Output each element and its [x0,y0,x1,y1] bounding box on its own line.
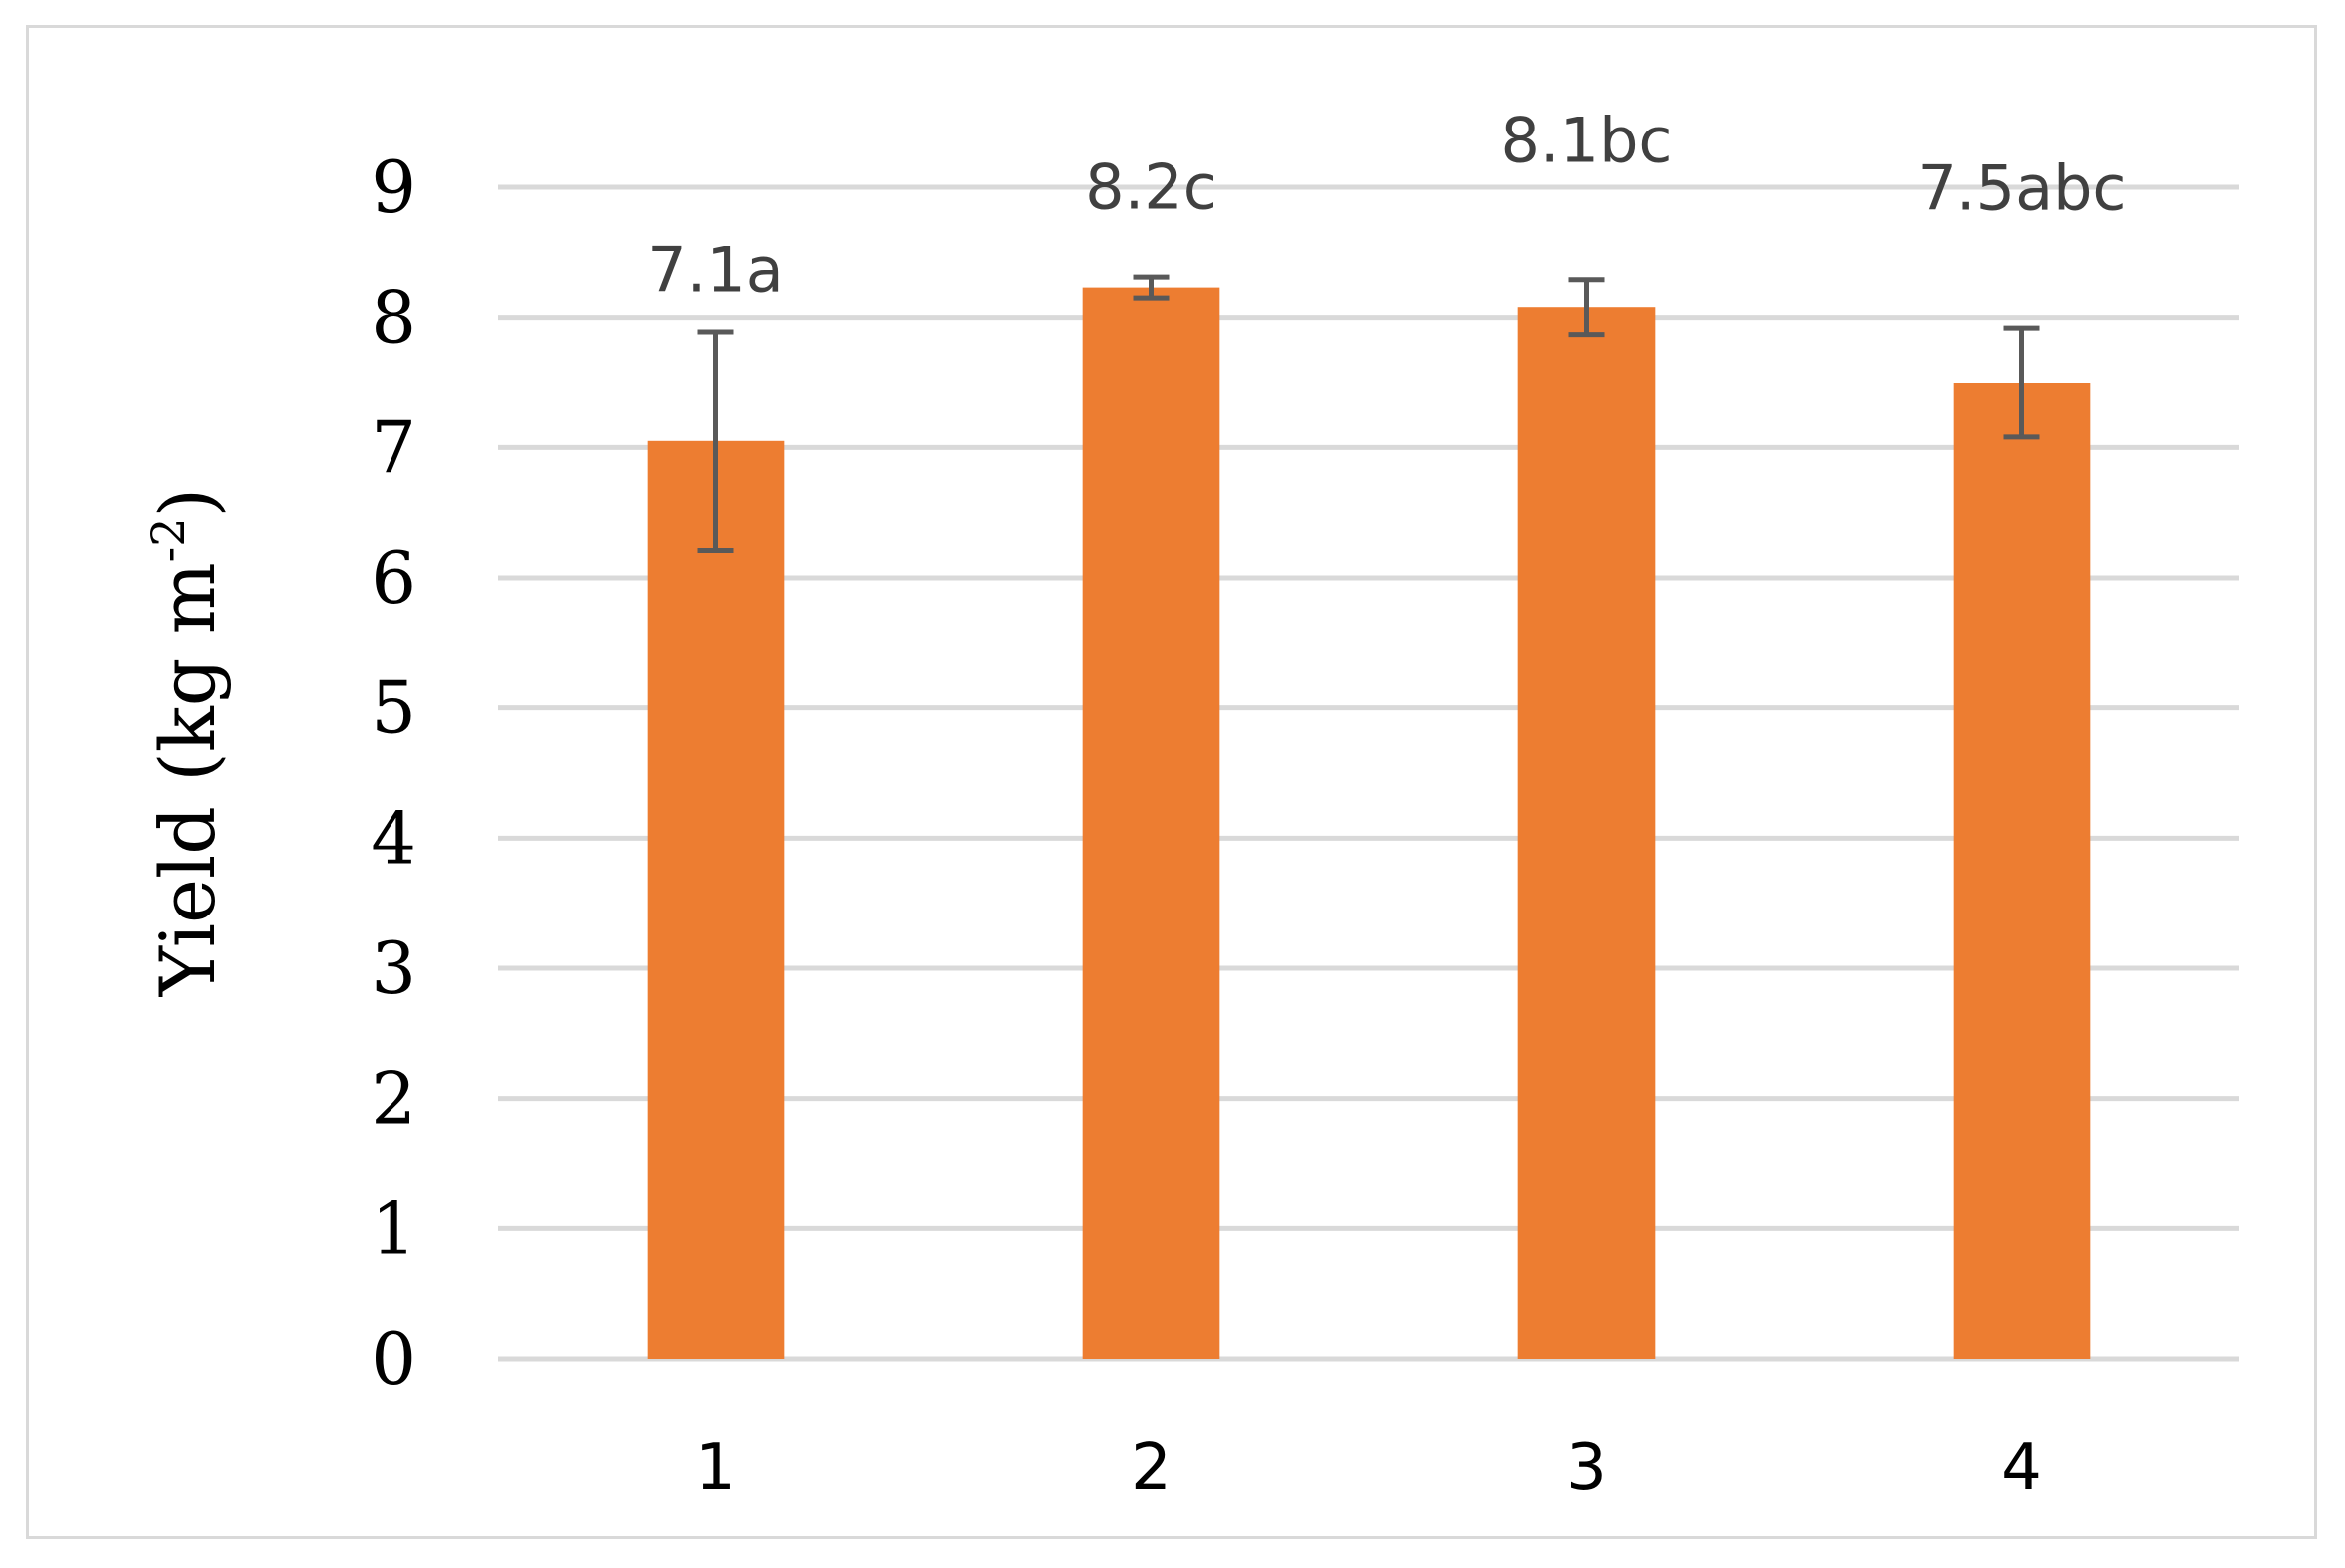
error-bars [697,274,2040,554]
y-tick-label: 6 [371,536,416,620]
error-bar [2003,325,2040,440]
x-tick-label: 3 [1566,1432,1607,1505]
y-axis-label: Yield (kg m-2) [141,488,232,997]
data-label: 7.1a [648,234,784,307]
y-axis-ticks: 0 1 2 3 4 5 6 7 8 9 [371,145,416,1401]
data-labels: 7.1a 8.2c 8.1bc 7.5abc [648,104,2126,306]
bars [647,287,2091,1360]
y-tick-label: 7 [371,405,416,489]
y-tick-label: 9 [371,145,416,229]
bar [1953,383,2091,1359]
error-bar [1568,277,1605,338]
x-axis-ticks: 1 2 3 4 [695,1432,2042,1505]
data-label: 8.2c [1085,151,1217,224]
bar [1082,287,1220,1360]
bar [1517,307,1656,1359]
data-label: 8.1bc [1500,104,1672,176]
y-tick-label: 4 [371,796,416,880]
y-tick-label: 8 [371,276,416,360]
x-tick-label: 1 [695,1432,736,1505]
x-tick-label: 4 [2001,1432,2042,1505]
y-axis-label-superscript: -2 [141,518,195,563]
y-tick-label: 5 [371,666,416,750]
gridlines [498,184,2239,1362]
y-tick-label: 1 [371,1186,416,1270]
error-bar [697,329,734,554]
y-axis-label-close: ) [143,488,232,518]
y-axis-label-main: Yield (kg m [143,562,232,997]
y-tick-label: 0 [371,1317,416,1401]
bar [647,440,785,1359]
error-bar [1133,274,1170,301]
x-tick-label: 2 [1131,1432,1172,1505]
y-tick-label: 3 [371,926,416,1010]
y-tick-label: 2 [371,1057,416,1141]
data-label: 7.5abc [1917,152,2126,225]
